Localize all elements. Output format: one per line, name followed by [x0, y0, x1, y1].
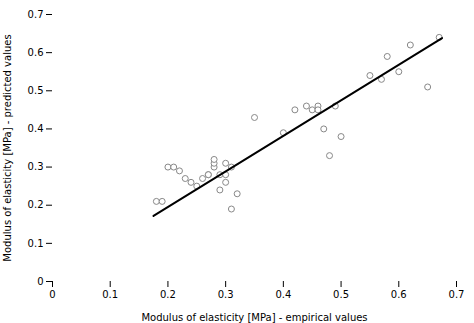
svg-text:0.5: 0.5 — [28, 85, 44, 96]
svg-text:0.5: 0.5 — [333, 289, 349, 300]
svg-text:Modulus of elasticity [MPa] -: Modulus of elasticity [MPa] - predicted … — [2, 34, 13, 261]
svg-text:0.4: 0.4 — [28, 123, 44, 134]
svg-text:0.7: 0.7 — [28, 9, 44, 20]
svg-text:0.6: 0.6 — [391, 289, 407, 300]
svg-text:0.2: 0.2 — [160, 289, 176, 300]
svg-text:0: 0 — [37, 276, 43, 287]
svg-text:0: 0 — [49, 289, 55, 300]
svg-text:0.1: 0.1 — [28, 238, 44, 249]
svg-text:0.1: 0.1 — [102, 289, 118, 300]
svg-text:0.6: 0.6 — [28, 47, 44, 58]
svg-text:Modulus of elasticity [MPa] -: Modulus of elasticity [MPa] - empirical … — [141, 312, 367, 323]
svg-text:0.2: 0.2 — [28, 199, 44, 210]
svg-text:0.7: 0.7 — [449, 289, 465, 300]
svg-text:0.3: 0.3 — [218, 289, 234, 300]
svg-text:0.4: 0.4 — [275, 289, 291, 300]
svg-text:0.3: 0.3 — [28, 161, 44, 172]
